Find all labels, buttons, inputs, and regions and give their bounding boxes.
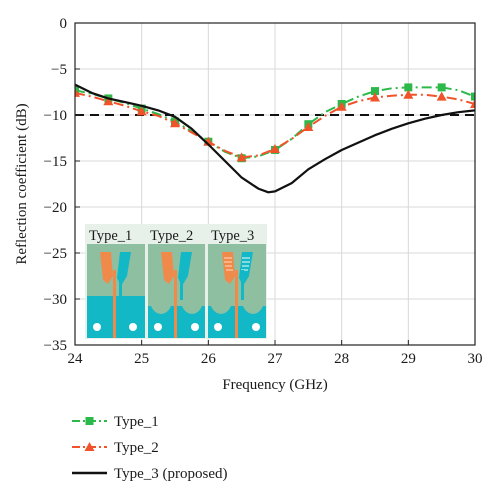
x-tick-label-1: 25 xyxy=(134,351,149,367)
series-2-marker-2 xyxy=(136,106,147,116)
y-tick-label-5: −25 xyxy=(44,246,67,262)
x-tick-label-2: 26 xyxy=(201,351,217,367)
series-2-marker-1 xyxy=(103,96,114,106)
x-tick-label-5: 29 xyxy=(401,351,416,367)
y-tick-label-4: −20 xyxy=(44,200,67,216)
series-2-marker-0 xyxy=(75,87,80,97)
legend: Type_1 Type_2 Type_3 (proposed) xyxy=(72,414,228,482)
legend-marker-1 xyxy=(85,417,94,425)
series-1-marker-10 xyxy=(404,83,413,92)
series-2-marker-5 xyxy=(236,152,247,162)
y-tick-label-1: −5 xyxy=(51,62,67,78)
x-tick-label-3: 27 xyxy=(268,351,284,367)
series-2-marker-3 xyxy=(170,118,180,128)
y-axis-title: Reflection coefficient (dB) xyxy=(14,103,30,264)
series-2-marker-12 xyxy=(470,98,475,108)
legend-label-2: Type_2 xyxy=(114,440,159,456)
series-layer xyxy=(75,83,475,194)
y-tick-label-3: −15 xyxy=(44,154,67,170)
inset-label-type3: Type_3 xyxy=(211,228,254,244)
y-tick-label-0: 0 xyxy=(60,16,68,32)
series-1-marker-0 xyxy=(75,86,79,95)
series-3 xyxy=(75,83,475,194)
legend-marker-2 xyxy=(84,442,95,451)
x-tick-label-6: 30 xyxy=(468,351,483,367)
y-tick-label-2: −10 xyxy=(44,108,67,124)
legend-label-1: Type_1 xyxy=(114,414,159,430)
legend-item-2: Type_2 xyxy=(72,440,159,456)
inset-label-type1: Type_1 xyxy=(89,228,132,244)
series-2-marker-10 xyxy=(403,89,414,99)
series-1-marker-11 xyxy=(437,83,446,92)
axis-ticks: 24 25 26 27 28 29 30 0 −5 −10 −15 −20 −25 −30 −35 xyxy=(44,16,483,367)
y-tick-label-6: −30 xyxy=(44,292,67,308)
series-2-marker-11 xyxy=(436,91,447,101)
legend-item-1: Type_1 xyxy=(72,414,159,430)
legend-label-3: Type_3 (proposed) xyxy=(114,466,228,482)
inset-type2-board xyxy=(148,244,205,338)
inset-type3-board xyxy=(208,244,266,338)
series-2-marker-9 xyxy=(370,92,380,102)
inset-label-type2: Type_2 xyxy=(150,228,193,244)
series-2-marker-7 xyxy=(303,121,314,131)
y-tick-label-7: −35 xyxy=(44,338,67,354)
inset-antenna-images: Type_1 Type_2 Type_3 xyxy=(85,224,267,339)
x-tick-label-0: 24 xyxy=(68,351,84,367)
x-tick-label-4: 28 xyxy=(334,351,349,367)
inset-type1-board xyxy=(87,244,145,338)
legend-item-3: Type_3 (proposed) xyxy=(72,466,228,482)
series-1-marker-12 xyxy=(471,92,475,101)
series-line-3 xyxy=(75,83,475,194)
x-axis-title: Frequency (GHz) xyxy=(222,377,327,393)
series-2-marker-6 xyxy=(270,144,280,154)
series-1-marker-9 xyxy=(371,87,379,96)
series-2-marker-8 xyxy=(336,101,347,111)
